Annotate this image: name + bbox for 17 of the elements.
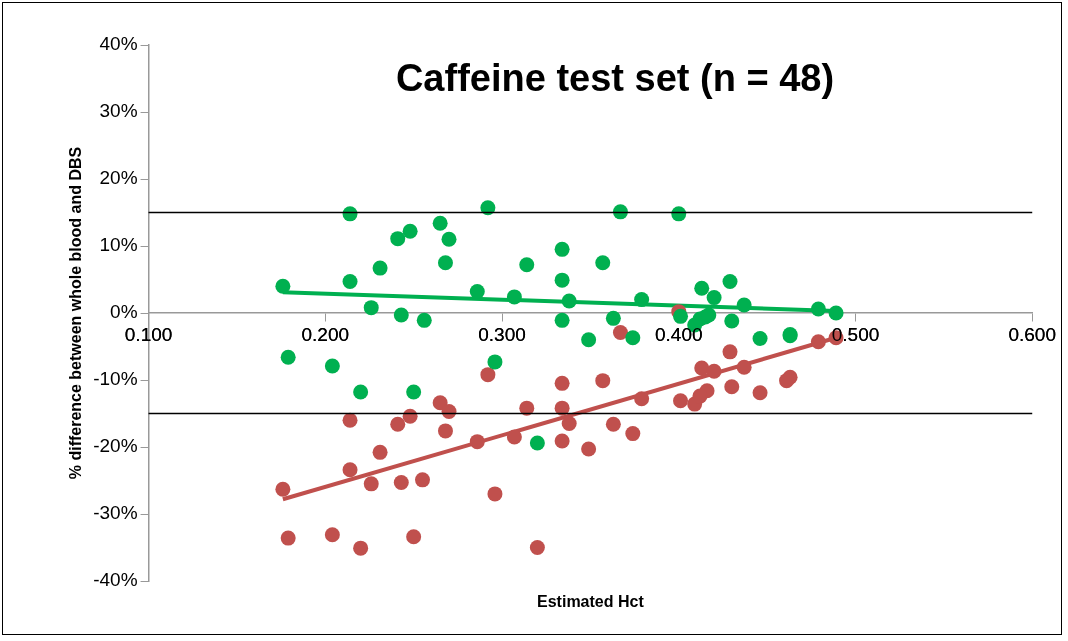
y-tick-label: 0%: [110, 301, 138, 323]
y-axis-title: % difference between whole blood and DBS: [67, 146, 85, 480]
chart-title: Caffeine test set (n = 48): [395, 57, 835, 100]
y-tick-label: 30%: [99, 100, 138, 122]
x-tick-label: 0.200: [301, 323, 350, 345]
y-tick-label: -10%: [93, 368, 138, 390]
y-tick-label: -20%: [93, 435, 138, 457]
x-tick-label: 0.400: [654, 323, 703, 345]
y-tick-label: 40%: [99, 33, 138, 55]
y-tick-label: 10%: [99, 234, 138, 256]
x-axis-title: Estimated Hct: [537, 593, 645, 611]
y-tick-label: 20%: [99, 167, 138, 189]
x-tick-label: 0.300: [478, 323, 526, 345]
y-tick-label: -40%: [93, 569, 138, 591]
x-tick-label: 0.100: [124, 323, 173, 345]
y-tick-label: -30%: [93, 502, 138, 524]
x-tick-label: 0.600: [1008, 323, 1056, 345]
